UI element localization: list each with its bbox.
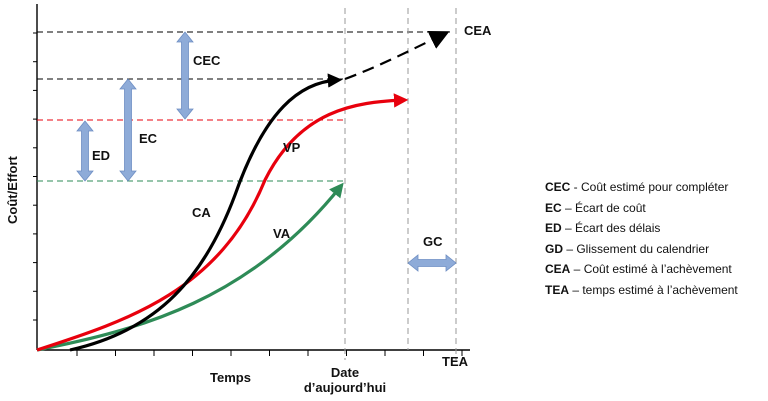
legend-abbr: ED <box>545 221 562 236</box>
y-ticks <box>33 32 37 321</box>
today-label: Date d’aujourd’hui <box>304 365 386 395</box>
legend-text: Glissement du calendrier <box>576 241 710 256</box>
legend-abbr: CEA <box>545 262 571 277</box>
legend-item-ec: EC – Écart de coût <box>545 198 738 219</box>
series-ca-forecast-line <box>344 30 450 81</box>
cec-arrow <box>176 31 194 120</box>
series-ca-label: CA <box>192 205 211 220</box>
legend-item-cec: CEC - Coût estimé pour compléter <box>545 177 738 198</box>
ec-arrow <box>119 78 137 182</box>
legend-sep: – <box>570 262 584 277</box>
legend-abbr: EC <box>545 200 562 215</box>
y-axis-title: Coût/Effort <box>5 155 20 224</box>
legend-text: Écart des délais <box>575 221 661 236</box>
ed-label: ED <box>92 148 110 163</box>
legend-sep: – <box>561 200 576 215</box>
series-vp-line <box>36 93 409 352</box>
double-arrow-shape <box>76 120 94 182</box>
legend-text: temps estimé à l’achèvement <box>582 282 738 297</box>
today-label-line: Date <box>331 365 359 380</box>
legend-text: Coût estimé pour compléter <box>581 180 729 194</box>
legend-sep: – <box>561 221 576 236</box>
ec-label: EC <box>139 131 158 146</box>
series-va-line <box>36 182 344 352</box>
double-arrow-shape <box>176 31 194 120</box>
today-label-line: d’aujourd’hui <box>304 380 386 395</box>
tea-label: TEA <box>442 354 469 369</box>
legend-item-cea: CEA – Coût estimé à l’achèvement <box>545 259 738 280</box>
legend-abbr: CEC <box>545 180 571 194</box>
legend-item-ed: ED – Écart des délais <box>545 218 738 239</box>
legend-item-tea: TEA – temps estimé à l’achèvement <box>545 280 738 301</box>
legend: CEC - Coût estimé pour compléter EC – Éc… <box>545 177 738 301</box>
legend-abbr: GD <box>545 241 563 256</box>
cea-label: CEA <box>464 23 492 38</box>
legend-text: Coût estimé à l’achèvement <box>583 262 732 277</box>
ed-arrow <box>76 120 94 182</box>
series-vp-label: VP <box>283 140 301 155</box>
gc-label: GC <box>423 234 443 249</box>
series-ca-line <box>69 73 343 352</box>
legend-abbr: TEA <box>545 282 569 297</box>
x-ticks <box>76 350 463 356</box>
cec-label: CEC <box>193 53 221 68</box>
series-va-label: VA <box>273 226 291 241</box>
legend-sep: – <box>569 282 583 297</box>
legend-sep: - <box>570 180 582 194</box>
double-arrow-shape <box>119 78 137 182</box>
double-arrow-shape <box>407 254 457 272</box>
legend-text: Écart de coût <box>575 200 646 215</box>
legend-sep: – <box>563 241 577 256</box>
gc-arrow <box>407 254 457 272</box>
legend-item-gd: GD – Glissement du calendrier <box>545 239 738 260</box>
x-axis-title: Temps <box>210 370 251 385</box>
